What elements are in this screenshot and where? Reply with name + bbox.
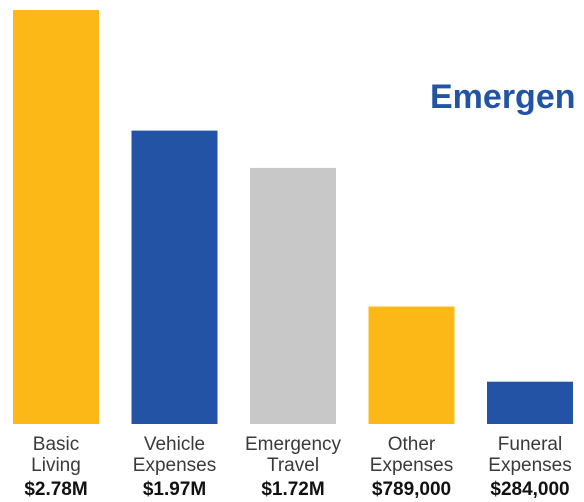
category-label-4-line-1: Expenses	[488, 455, 571, 476]
category-label-2-line-1: Travel	[267, 455, 319, 476]
category-label-0-line-0: Basic	[33, 434, 79, 455]
category-label-3-line-0: Other	[388, 434, 436, 455]
value-label-1: $1.97M	[143, 479, 206, 500]
category-label-0-line-1: Living	[31, 455, 81, 476]
bar-0	[13, 10, 99, 424]
category-label-4-line-0: Funeral	[498, 434, 562, 455]
category-label-1-line-1: Expenses	[133, 455, 216, 476]
category-label-1-line-0: Vehicle	[144, 434, 205, 455]
category-label-2-line-0: Emergency	[245, 434, 342, 455]
category-labels-group: BasicLivingVehicleExpensesEmergencyTrave…	[31, 434, 572, 476]
value-label-4: $284,000	[490, 479, 569, 500]
bar-4	[487, 381, 573, 424]
value-label-0: $2.78M	[24, 479, 87, 500]
value-label-3: $789,000	[372, 479, 451, 500]
category-label-3-line-1: Expenses	[370, 455, 453, 476]
bars-group	[13, 10, 573, 424]
bar-3	[368, 306, 455, 424]
value-labels-group: $2.78M $1.97M $1.72M $789,000 $284,000	[24, 479, 569, 500]
chart-title: Emergen	[430, 78, 576, 116]
bar-1	[131, 130, 218, 424]
value-label-2: $1.72M	[261, 479, 324, 500]
bar-2	[250, 167, 336, 424]
